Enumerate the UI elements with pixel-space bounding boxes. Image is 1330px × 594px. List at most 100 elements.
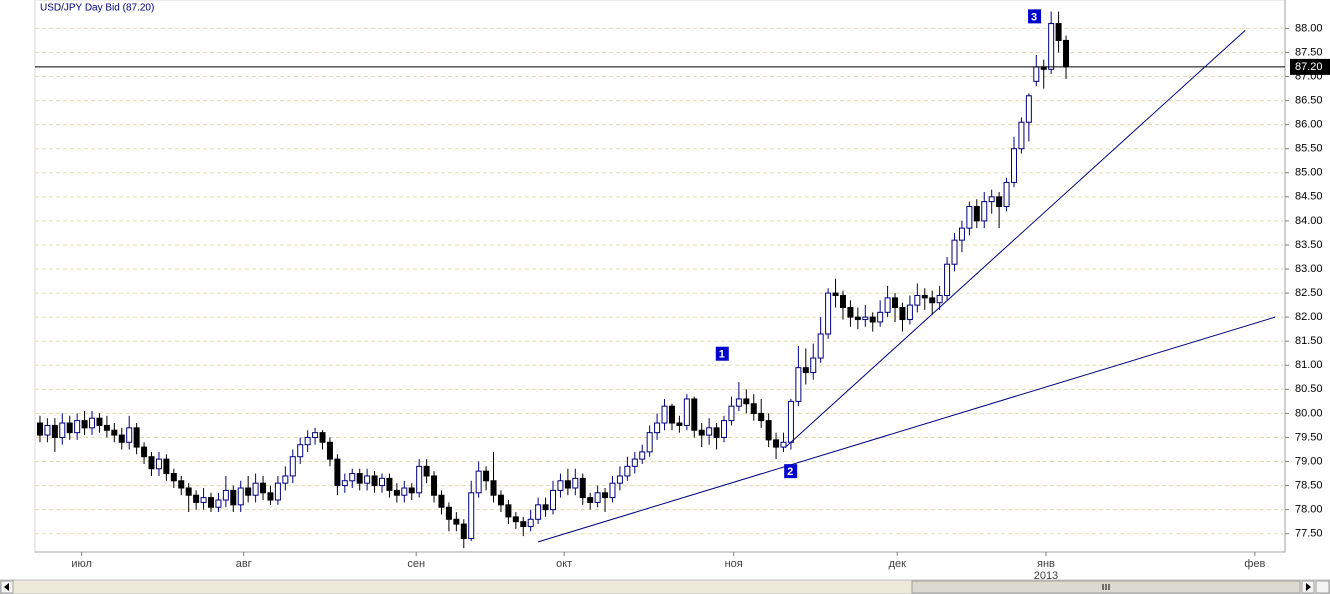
candle-body xyxy=(490,480,497,496)
candle-body xyxy=(378,477,385,487)
candle-body xyxy=(706,427,713,436)
candle-body xyxy=(802,367,809,373)
candle-body xyxy=(639,451,646,460)
candle-body xyxy=(222,489,229,501)
candle-body xyxy=(557,480,564,491)
candle-body xyxy=(141,446,148,458)
candle-body xyxy=(683,398,690,426)
y-tick-label: 85.50 xyxy=(1295,143,1323,155)
candle-body xyxy=(735,398,742,407)
candle-body xyxy=(237,487,244,506)
candle-body xyxy=(163,458,170,475)
y-tick-label: 77.50 xyxy=(1295,528,1323,540)
candle-body xyxy=(624,465,631,477)
candle-body xyxy=(81,420,88,429)
candle-body xyxy=(1048,23,1055,70)
candle-body xyxy=(505,504,512,518)
candle-body xyxy=(862,316,869,321)
x-tick-label: окт xyxy=(556,558,572,570)
candle-body xyxy=(958,227,965,241)
candle-body xyxy=(364,475,371,484)
candle-body xyxy=(728,405,735,422)
candle-body xyxy=(668,405,675,424)
annotation-label: 1 xyxy=(719,349,725,361)
candle-body xyxy=(966,205,973,229)
y-tick-label: 80.50 xyxy=(1295,383,1323,395)
y-tick-label: 81.50 xyxy=(1295,335,1323,347)
candle-body xyxy=(750,403,757,414)
candle-body xyxy=(1055,23,1062,41)
candle-body xyxy=(483,470,490,482)
candle-body xyxy=(661,405,668,424)
candle-body xyxy=(996,196,1003,207)
candle-body xyxy=(609,482,616,499)
candle-body xyxy=(899,307,906,321)
candle-body xyxy=(289,456,296,477)
candle-body xyxy=(698,429,705,436)
candle-body xyxy=(594,492,601,503)
candle-body xyxy=(460,523,467,540)
candle-body xyxy=(371,475,378,487)
annotation-box xyxy=(784,464,798,479)
candle-body xyxy=(981,201,988,222)
x-tick-label: июл xyxy=(71,558,92,570)
candle-body xyxy=(155,458,162,470)
candle-body xyxy=(170,473,177,482)
candle-body xyxy=(676,422,683,426)
candle-body xyxy=(810,357,817,373)
candle-body xyxy=(631,458,638,467)
candle-body xyxy=(817,333,824,359)
candle-body xyxy=(988,196,995,203)
y-tick-label: 88.00 xyxy=(1295,22,1323,34)
candle-body xyxy=(103,424,110,431)
candle-body xyxy=(438,494,445,508)
candle-body xyxy=(944,263,951,296)
scrollbar[interactable] xyxy=(0,579,1330,594)
candle-body xyxy=(616,475,623,484)
candle-body xyxy=(921,294,928,299)
y-tick-label: 79.00 xyxy=(1295,455,1323,467)
candle-body xyxy=(386,477,393,491)
candle-body xyxy=(1010,148,1017,183)
candle-body xyxy=(282,475,289,484)
candle-body xyxy=(334,458,341,487)
candle-body xyxy=(520,521,527,527)
candle-body xyxy=(1063,39,1070,68)
candle-body xyxy=(36,422,43,436)
candle-body xyxy=(304,436,311,446)
candle-body xyxy=(587,497,594,503)
candle-body xyxy=(721,420,728,438)
candle-body xyxy=(44,424,51,436)
y-tick-label: 78.50 xyxy=(1295,479,1323,491)
price-box xyxy=(1290,58,1330,75)
candle-body xyxy=(646,432,653,453)
candle-body xyxy=(1025,95,1032,123)
candle-body xyxy=(542,504,549,511)
candle-body xyxy=(602,492,609,499)
price-label: 87.20 xyxy=(1295,61,1323,73)
candle-body xyxy=(200,497,207,503)
y-tick-label: 86.00 xyxy=(1295,119,1323,131)
year-label: 2013 xyxy=(1034,570,1058,582)
candle-body xyxy=(96,417,103,426)
candle-body xyxy=(654,422,661,434)
candle-body xyxy=(892,297,899,309)
candle-body xyxy=(341,480,348,487)
y-tick-label: 79.50 xyxy=(1295,431,1323,443)
arrow-left xyxy=(4,583,9,591)
candle-body xyxy=(468,492,475,540)
candle-body xyxy=(973,205,980,222)
chart-title: USD/JPY Day Bid (87.20) xyxy=(40,3,154,14)
candle-body xyxy=(839,294,846,309)
candle-body xyxy=(795,367,802,402)
y-tick-label: 82.50 xyxy=(1295,287,1323,299)
candle-body xyxy=(230,489,237,506)
y-tick-label: 85.00 xyxy=(1295,167,1323,179)
scroll-end[interactable] xyxy=(1315,580,1330,594)
candle-body xyxy=(111,429,118,436)
candle-body xyxy=(74,420,81,434)
x-tick-label: дек xyxy=(889,558,907,570)
candle-body xyxy=(416,465,423,494)
candle-body xyxy=(527,518,534,527)
candle-body xyxy=(780,441,787,448)
